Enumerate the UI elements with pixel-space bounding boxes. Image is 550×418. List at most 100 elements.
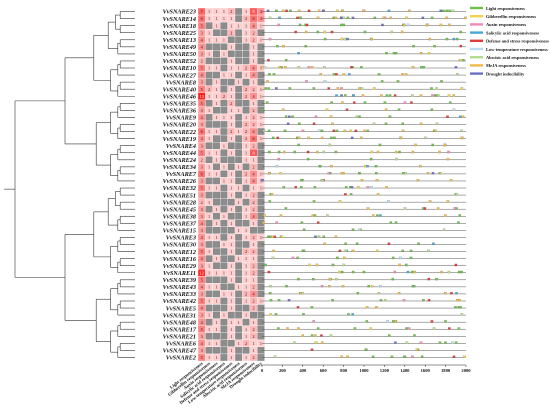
cis-element-marker — [366, 129, 370, 133]
gene-label: VvSNARE7 — [166, 171, 197, 178]
cis-element-marker — [419, 122, 423, 125]
cis-element-marker — [406, 270, 410, 274]
heatmap-cell-value: 5 — [201, 101, 203, 106]
cis-element-marker — [263, 214, 266, 217]
heatmap-cell — [234, 14, 243, 23]
cis-element-marker — [393, 270, 397, 274]
cis-element-marker — [344, 94, 347, 97]
heatmap-cell — [220, 134, 228, 143]
cis-element-marker — [298, 122, 301, 125]
heatmap-cell — [205, 57, 213, 65]
cis-element-marker — [312, 122, 316, 125]
cis-element-marker — [360, 179, 364, 182]
cis-element-marker — [313, 214, 317, 217]
heatmap-cell — [205, 219, 213, 228]
heatmap-cell-value: 2 — [252, 115, 254, 120]
heatmap-cell — [220, 127, 228, 136]
cis-element-marker — [461, 115, 465, 118]
heatmap-cell-value: 1 — [260, 179, 262, 184]
cis-element-marker — [301, 129, 305, 133]
cis-element-marker — [373, 16, 377, 20]
cis-element-marker — [321, 9, 325, 13]
cis-element-marker — [452, 108, 456, 111]
heatmap-cell — [234, 71, 243, 79]
axis-tick-label: 1200 — [380, 368, 390, 373]
heatmap-cell-value: 2 — [252, 355, 254, 360]
heatmap-cell-value: 1 — [252, 256, 254, 261]
legend-label: Abscisic acid responsiveness — [486, 55, 539, 60]
heatmap-cell-value: 1 — [230, 44, 232, 49]
cis-element-marker — [442, 228, 446, 231]
cis-element-marker — [460, 87, 464, 90]
heatmap-cell — [234, 276, 243, 284]
cis-element-marker — [276, 44, 279, 48]
legend-label: Defense and stress responsiveness — [486, 39, 549, 44]
cis-element-marker — [376, 249, 379, 253]
cis-element-marker — [446, 157, 450, 161]
axis-tick-label: 0 — [261, 368, 264, 373]
cis-element-marker — [404, 172, 407, 175]
cis-element-marker — [341, 101, 344, 104]
cis-element-marker — [350, 186, 354, 189]
heatmap-cell-value: 4 — [201, 73, 204, 78]
gene-label: VvSNARE50 — [163, 51, 196, 58]
heatmap-cell — [234, 191, 243, 199]
heatmap-cell-value: 1 — [223, 115, 225, 120]
heatmap-cell — [234, 269, 243, 277]
cis-element-marker — [448, 9, 451, 13]
cis-element-marker — [340, 270, 344, 274]
cis-element-marker — [312, 200, 316, 203]
heatmap-cell-value: 1 — [208, 341, 210, 346]
heatmap-cell-value: 1 — [260, 172, 262, 177]
heatmap-cell — [234, 134, 243, 143]
cis-element-marker — [267, 59, 270, 62]
cis-element-marker — [320, 129, 324, 133]
cis-element-marker — [346, 37, 349, 41]
heatmap-cell-value: 1 — [208, 108, 210, 113]
cis-element-marker — [265, 101, 269, 104]
cis-element-marker — [264, 87, 268, 90]
cis-element-marker — [459, 44, 463, 48]
heatmap-cell — [227, 226, 236, 235]
gene-label: VvSNARE22 — [163, 129, 196, 136]
cis-element-marker — [444, 320, 447, 323]
heatmap-cell-value: 4 — [252, 214, 255, 219]
heatmap-cell-value: 1 — [252, 186, 254, 191]
heatmap-cell-value: 4 — [201, 306, 204, 311]
cis-element-marker — [294, 186, 298, 189]
cis-element-marker — [281, 9, 285, 13]
heatmap-cell-value: 1 — [230, 186, 232, 191]
cis-element-marker — [404, 263, 408, 267]
cis-element-marker — [336, 256, 339, 260]
cis-element-marker — [438, 150, 441, 154]
legend-label: Auxin responsiveness — [486, 22, 526, 27]
heatmap-cell — [212, 141, 221, 150]
heatmap-cell — [242, 184, 250, 192]
heatmap-cell-value: 4 — [260, 16, 263, 21]
heatmap-cell-value: 1 — [208, 214, 210, 219]
heatmap-cell-value: 1 — [215, 9, 217, 14]
cis-element-marker — [301, 334, 305, 337]
heatmap-cell-value: 1 — [238, 284, 240, 289]
heatmap-cell — [212, 177, 221, 185]
cis-element-marker — [314, 334, 317, 337]
cis-element-marker — [370, 284, 374, 288]
cis-element-marker — [298, 23, 302, 27]
heatmap-cell-value: 1 — [230, 73, 232, 78]
cis-element-marker — [439, 9, 443, 13]
heatmap-cell-value: 2 — [245, 66, 247, 71]
heatmap-cell — [220, 120, 228, 129]
heatmap-cell — [234, 233, 243, 242]
heatmap-cell-value: 1 — [238, 129, 240, 134]
cis-element-marker — [387, 9, 391, 13]
heatmap-cell — [212, 346, 221, 355]
gene-label: VvSNARE5 — [166, 305, 196, 312]
cis-element-marker — [409, 256, 413, 260]
cis-element-marker — [428, 37, 432, 41]
cis-element-marker — [399, 256, 402, 260]
cis-element-marker — [464, 16, 467, 20]
cis-element-marker — [391, 320, 395, 323]
cis-element-marker — [279, 172, 282, 175]
cis-element-marker — [385, 52, 388, 55]
cis-element-marker — [261, 108, 264, 111]
